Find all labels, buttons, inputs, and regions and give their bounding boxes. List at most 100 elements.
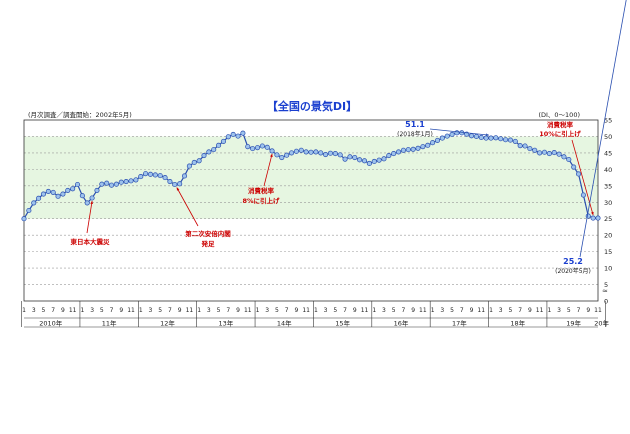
data-point [177,181,183,187]
y-tick-label: 15 [604,248,612,256]
month-tick-label: 1 [22,307,26,314]
y-tick-label: 20 [604,232,612,240]
y-tick-label: 35 [604,182,612,190]
arrow-tax8-head [270,153,273,158]
data-point [503,137,509,143]
data-point [391,151,397,157]
data-point [162,175,168,181]
annotation-abe-label: 第二次安倍内閣 [185,229,231,238]
data-point [357,157,363,163]
data-point [449,131,455,138]
data-point [337,152,343,158]
month-tick-label: 3 [440,307,444,314]
month-tick-label: 7 [577,307,581,314]
month-tick-label: 3 [557,307,561,314]
y-tick-label: 10 [604,265,612,273]
month-tick-label: 5 [450,307,454,314]
data-point [50,189,56,195]
data-point [561,154,567,160]
month-tick-label: 1 [80,307,84,314]
data-point [118,179,124,185]
data-point [410,146,416,152]
data-point [191,159,197,166]
data-point [40,191,47,197]
month-tick-label: 1 [314,307,318,314]
year-label: 11年 [102,319,117,328]
annotation-peak-value: 51.1 [405,120,425,129]
arrow-tax10-head [591,211,594,216]
data-point [595,215,601,221]
month-tick-label: 11 [536,307,544,314]
data-point [313,149,319,155]
month-tick-label: 5 [333,307,337,314]
data-point [566,156,572,163]
data-point [439,135,445,141]
data-point [420,144,426,150]
data-point [196,158,202,164]
month-tick-label: 5 [217,307,221,314]
annotation-tax10-label2: 10%に引上げ [539,129,581,138]
month-tick-label: 11 [594,307,602,314]
data-point [532,147,538,153]
data-point [405,147,411,153]
data-point [468,133,475,139]
data-point [45,188,51,194]
y-tick-label: 40 [604,166,612,174]
data-point [181,173,188,179]
data-point [293,148,299,154]
plot-frame [23,119,599,302]
data-point [396,149,402,155]
arrow-peak [429,128,490,136]
data-point [274,152,280,158]
data-point [70,186,76,192]
year-label: 18年 [510,319,525,328]
month-tick-label: 1 [489,307,493,314]
month-tick-label: 7 [343,307,347,314]
data-point [104,180,110,186]
y-tick-label: 55 [604,117,612,125]
annotation-tax8-label2: 8%に引上げ [242,196,280,205]
month-tick-label: 3 [324,307,328,314]
data-point [575,171,582,177]
month-tick-label: 9 [528,307,532,314]
month-tick-label: 9 [119,307,123,314]
annotation-tax8-label: 消費税率 [248,186,275,195]
data-point [94,187,100,193]
y-tick-label: 5 [604,281,608,289]
month-tick-label: 5 [567,307,571,314]
data-point [298,147,304,153]
month-tick-label: 7 [518,307,522,314]
data-point [55,193,61,199]
data-point [580,192,586,198]
data-point [167,178,173,185]
data-point [79,193,85,199]
data-point [128,178,134,184]
month-tick-label: 9 [411,307,415,314]
data-point [89,195,95,201]
data-point [327,150,334,156]
data-point [541,149,548,155]
data-point [507,137,513,143]
month-tick-label: 7 [168,307,172,314]
data-point [269,148,275,154]
month-tick-label: 3 [90,307,94,314]
month-tick-label: 5 [100,307,104,314]
data-point [425,142,431,148]
data-point [537,150,543,156]
data-point [361,158,368,164]
month-tick-label: 7 [226,307,230,314]
annotation-peak-date: (2018年1月) [397,130,433,138]
data-point [478,134,484,140]
month-tick-label: 1 [256,307,260,314]
data-point [230,131,236,138]
unit-note: (DI、0～100) [538,111,580,119]
month-tick-label: 9 [178,307,182,314]
data-point [99,181,105,187]
annotation-layer: 東日本大震災 第二次安倍内閣 発足 消費税率 8%に引上げ 51.1 (2018… [71,120,591,275]
month-tick-label: 1 [431,307,435,314]
month-tick-label: 7 [460,307,464,314]
data-point [123,178,129,185]
data-point [235,133,241,139]
data-point [323,152,329,158]
year-label: 2010年 [39,319,63,328]
